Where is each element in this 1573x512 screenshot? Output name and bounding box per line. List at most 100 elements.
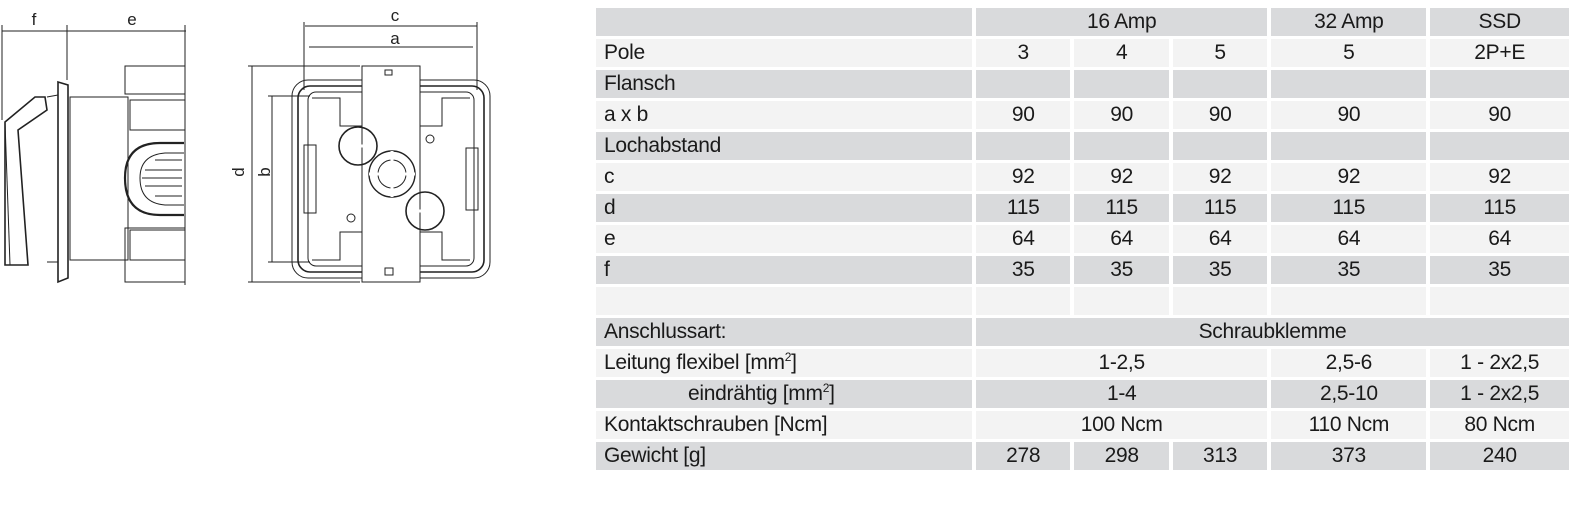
cell: 100 Ncm <box>975 411 1268 439</box>
cell <box>1430 287 1569 315</box>
cell: 115 <box>975 194 1071 222</box>
cell <box>1172 287 1268 315</box>
cell: 2P+E <box>1430 39 1569 67</box>
cell: 1 - 2x2,5 <box>1430 349 1569 377</box>
cell: 115 <box>1074 194 1169 222</box>
cell: 2,5-10 <box>1271 380 1427 408</box>
cell: 5 <box>1271 39 1427 67</box>
row-label: a x b <box>596 101 972 129</box>
header-ssd: SSD <box>1430 8 1569 36</box>
header-16-amp: 16 Amp <box>975 8 1268 36</box>
cell: 90 <box>1430 101 1569 129</box>
cell: 35 <box>1430 256 1569 284</box>
cell: 90 <box>975 101 1071 129</box>
table-row-d: d 115 115 115 115 115 <box>596 194 1569 222</box>
cell <box>1271 132 1427 160</box>
dim-label-f: f <box>32 10 37 29</box>
table-row-c: c 92 92 92 92 92 <box>596 163 1569 191</box>
table-row-f: f 35 35 35 35 35 <box>596 256 1569 284</box>
cell: 298 <box>1074 442 1169 470</box>
cell: 115 <box>1172 194 1268 222</box>
cell: 64 <box>1074 225 1169 253</box>
row-label-text: Leitung flexibel [mm <box>604 351 785 374</box>
table-row-axb: a x b 90 90 90 90 90 <box>596 101 1569 129</box>
header-label-cell <box>596 8 972 36</box>
row-label: Gewicht [g] <box>596 442 972 470</box>
cell <box>1172 132 1268 160</box>
cell: 35 <box>975 256 1071 284</box>
cell: 90 <box>1172 101 1268 129</box>
cell: 35 <box>1074 256 1169 284</box>
cell: 3 <box>975 39 1071 67</box>
row-label: Flansch <box>596 70 972 98</box>
row-label: f <box>596 256 972 284</box>
cell <box>1271 70 1427 98</box>
table-row-lochabstand: Lochabstand <box>596 132 1569 160</box>
row-label-end: ] <box>829 382 835 405</box>
cell <box>1074 132 1169 160</box>
cell: 92 <box>975 163 1071 191</box>
cell: 64 <box>1430 225 1569 253</box>
specification-table: 16 Amp 32 Amp SSD Pole 3 4 5 5 2P+E Flan… <box>592 5 1573 473</box>
table-row-spacer <box>596 287 1569 315</box>
row-label: eindrähtig [mm2] <box>596 380 972 408</box>
cell: 35 <box>1271 256 1427 284</box>
front-view <box>291 65 491 283</box>
cell: 278 <box>975 442 1071 470</box>
table-row-anschlussart: Anschlussart: Schraubklemme <box>596 318 1569 346</box>
cell: 4 <box>1074 39 1169 67</box>
cell <box>1430 70 1569 98</box>
technical-drawing: f e c a d b <box>1 6 491 285</box>
cell <box>975 287 1071 315</box>
dim-label-e: e <box>127 10 136 29</box>
cell <box>596 287 972 315</box>
cell: 80 Ncm <box>1430 411 1569 439</box>
cell: 64 <box>975 225 1071 253</box>
cell: 92 <box>1074 163 1169 191</box>
cell: 1-2,5 <box>975 349 1268 377</box>
cell <box>1271 287 1427 315</box>
cell: 90 <box>1074 101 1169 129</box>
dim-label-a: a <box>390 29 400 48</box>
side-view <box>4 65 186 284</box>
table-row-gewicht: Gewicht [g] 278 298 313 373 240 <box>596 442 1569 470</box>
cell <box>1430 132 1569 160</box>
table-row-eindraehtig: eindrähtig [mm2] 1-4 2,5-10 1 - 2x2,5 <box>596 380 1569 408</box>
cell: Schraubklemme <box>975 318 1569 346</box>
cell: 5 <box>1172 39 1268 67</box>
header-32-amp: 32 Amp <box>1271 8 1427 36</box>
row-label: Pole <box>596 39 972 67</box>
cell: 90 <box>1271 101 1427 129</box>
row-label-text: eindrähtig [mm <box>688 382 823 405</box>
row-label-end: ] <box>791 351 797 374</box>
row-label: c <box>596 163 972 191</box>
cell: 92 <box>1172 163 1268 191</box>
front-view-dimensions: c a d b <box>229 6 478 283</box>
table-row-kontaktschrauben: Kontaktschrauben [Ncm] 100 Ncm 110 Ncm 8… <box>596 411 1569 439</box>
row-label: Anschlussart: <box>596 318 972 346</box>
row-label: d <box>596 194 972 222</box>
cell: 64 <box>1172 225 1268 253</box>
row-label: Kontaktschrauben [Ncm] <box>596 411 972 439</box>
superscript: 2 <box>784 350 792 364</box>
cell <box>1172 70 1268 98</box>
table-row-flansch: Flansch <box>596 70 1569 98</box>
row-label: Lochabstand <box>596 132 972 160</box>
cell: 313 <box>1172 442 1268 470</box>
cell: 373 <box>1271 442 1427 470</box>
table-row-e: e 64 64 64 64 64 <box>596 225 1569 253</box>
cell: 92 <box>1271 163 1427 191</box>
dim-label-c: c <box>391 6 400 25</box>
table-header-row: 16 Amp 32 Amp SSD <box>596 8 1569 36</box>
table-row-leitung-flexibel: Leitung flexibel [mm2] 1-2,5 2,5-6 1 - 2… <box>596 349 1569 377</box>
cell <box>975 132 1071 160</box>
cell: 35 <box>1172 256 1268 284</box>
cell: 240 <box>1430 442 1569 470</box>
cell: 92 <box>1430 163 1569 191</box>
cell <box>1074 287 1169 315</box>
row-label: e <box>596 225 972 253</box>
cell: 2,5-6 <box>1271 349 1427 377</box>
cell: 1 - 2x2,5 <box>1430 380 1569 408</box>
cell: 64 <box>1271 225 1427 253</box>
cell: 115 <box>1271 194 1427 222</box>
